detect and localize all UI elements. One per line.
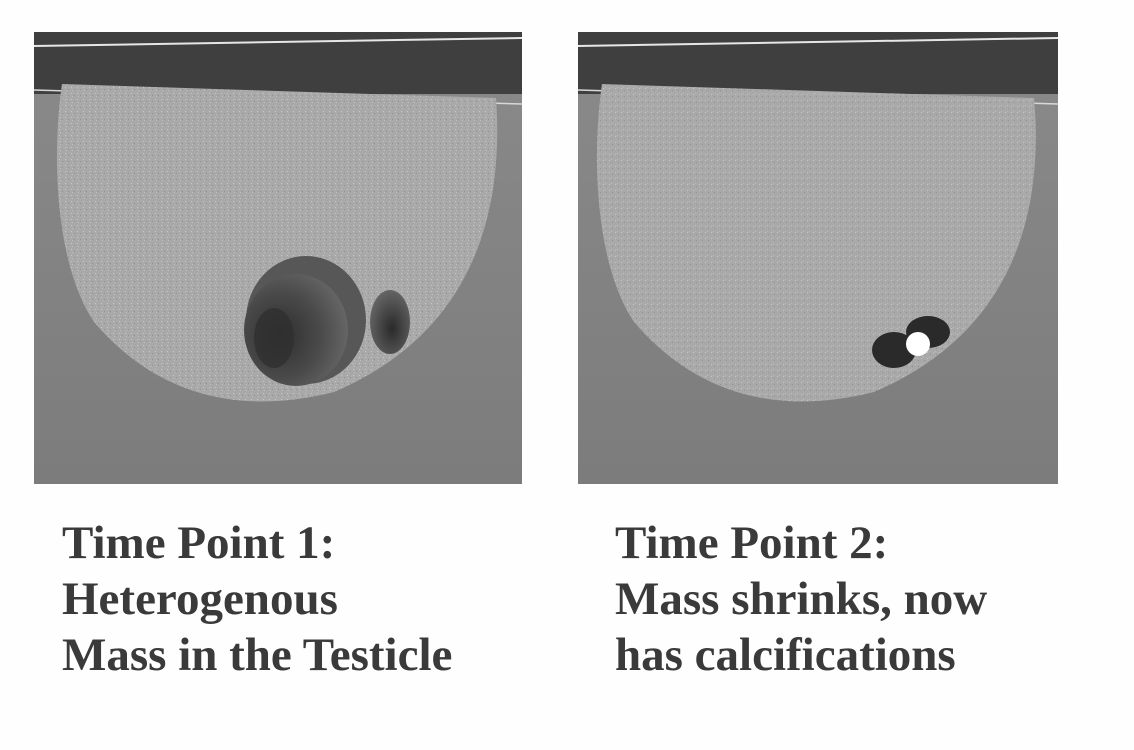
caption-time-point-2: Time Point 2: Mass shrinks, now has calc… [615,515,987,683]
ultrasound-scan-1 [34,32,522,484]
small-lesion [370,290,410,354]
caption-line: Time Point 1: [62,517,336,569]
top-interface-line [578,37,1058,47]
top-interface-line [34,37,522,47]
caption-line: Time Point 2: [615,517,889,569]
ultrasound-scan-2 [578,32,1058,484]
ultrasound-image-time-point-1 [34,32,522,484]
ultrasound-image-time-point-2 [578,32,1058,484]
caption-line: Mass in the Testicle [62,629,453,681]
mass-dark-core [254,308,294,368]
caption-line: Heterogenous [62,573,338,625]
caption-time-point-1: Time Point 1: Heterogenous Mass in the T… [62,515,452,683]
calcification [906,332,930,356]
caption-line: Mass shrinks, now [615,573,988,625]
shrunken-mass-lower [872,332,916,368]
caption-line: has calcifications [615,629,956,681]
